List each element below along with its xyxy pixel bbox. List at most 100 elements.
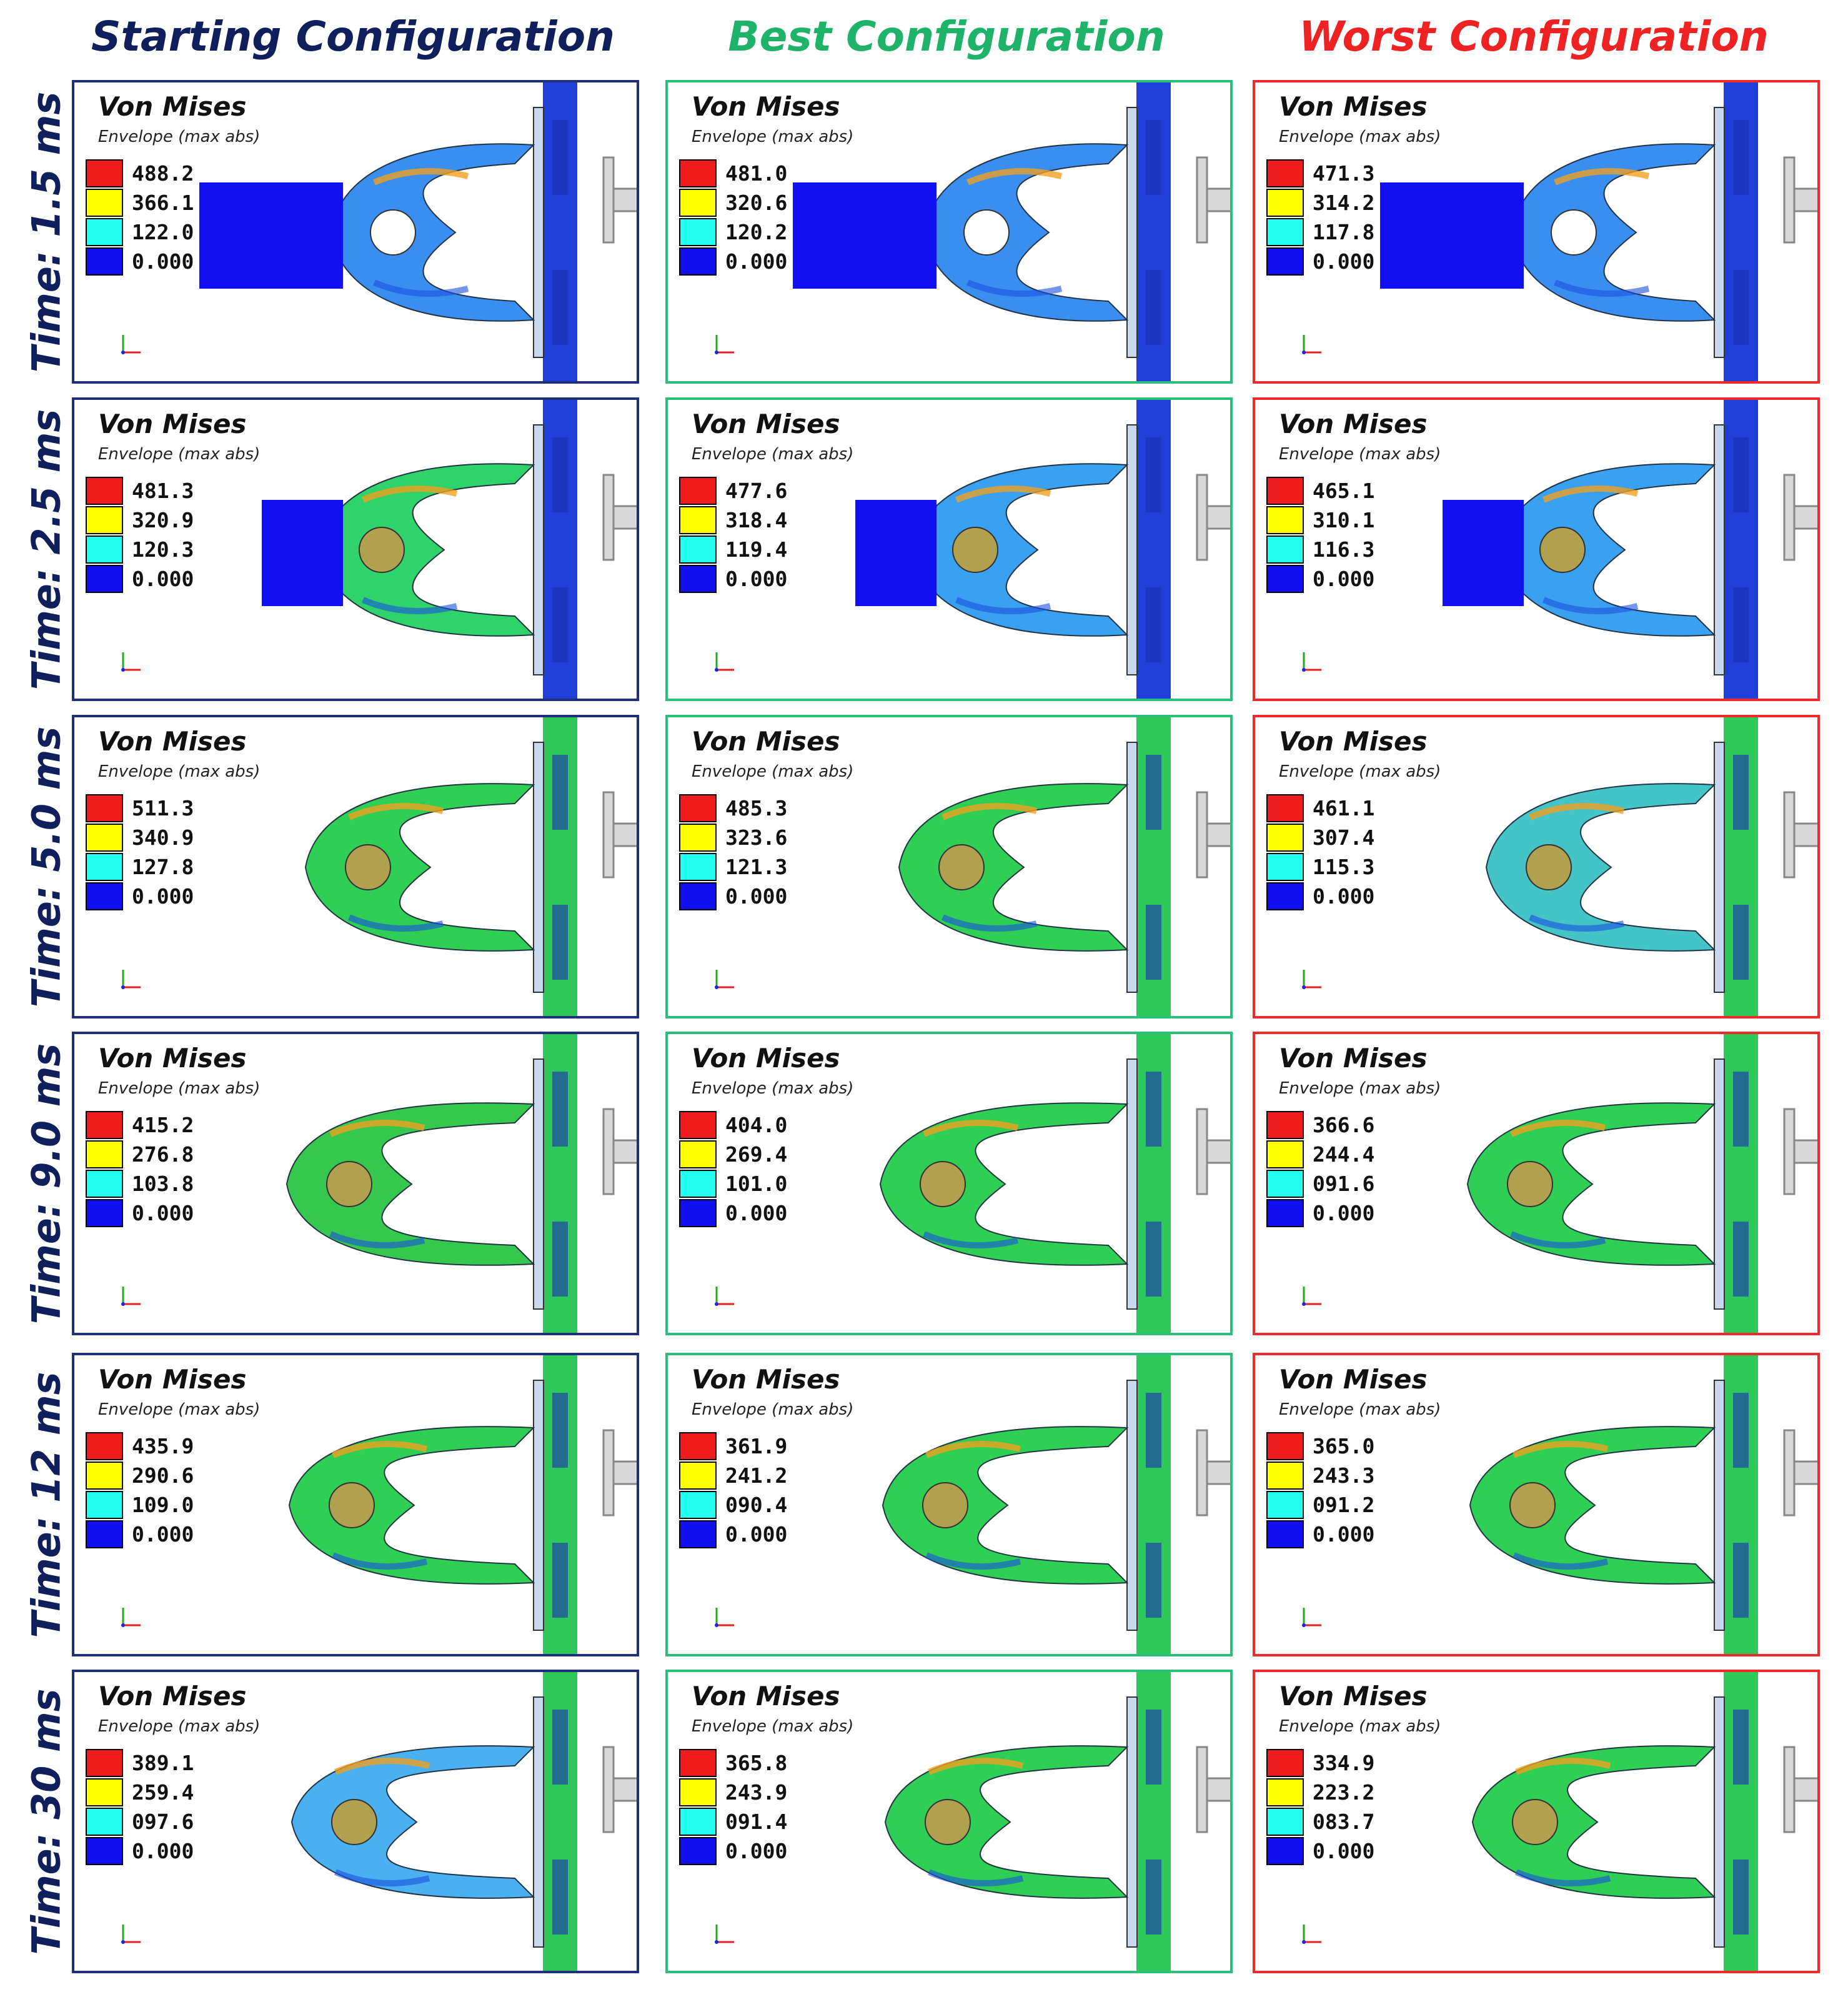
legend-value: 117.8 bbox=[1313, 220, 1375, 244]
legend-swatch bbox=[679, 535, 717, 564]
panel-subtitle: Envelope (max abs) bbox=[1279, 1400, 1441, 1419]
legend-value: 477.6 bbox=[725, 479, 788, 503]
crash-box-model bbox=[668, 1355, 1230, 1654]
legend-value: 241.2 bbox=[725, 1463, 788, 1488]
legend-value: 243.9 bbox=[725, 1780, 788, 1805]
legend-swatch bbox=[86, 1491, 123, 1519]
panel-subtitle: Envelope (max abs) bbox=[692, 1079, 854, 1098]
time-label-text: Time: 2.5 ms bbox=[23, 409, 69, 690]
legend-value: 0.000 bbox=[1313, 249, 1375, 274]
legend-entry: 0.000 bbox=[679, 882, 787, 911]
row-time-label: Time: 30 ms bbox=[14, 1670, 79, 1973]
legend-value: 365.0 bbox=[1313, 1434, 1375, 1458]
legend-swatch bbox=[679, 218, 717, 246]
panel-start: Von Mises Envelope (max abs) 435.9 290.6 109… bbox=[72, 1353, 639, 1656]
legend-entry: 511.3 bbox=[86, 794, 194, 823]
legend-swatch bbox=[86, 1111, 123, 1139]
legend-swatch bbox=[1266, 1837, 1304, 1865]
axis-triad-icon bbox=[1291, 327, 1329, 365]
legend-swatch bbox=[679, 506, 717, 534]
axis-triad-icon bbox=[111, 1600, 148, 1638]
panel-best: Von Mises Envelope (max abs) 365.8 243.9 091… bbox=[665, 1670, 1233, 1973]
legend-entry: 314.2 bbox=[1266, 188, 1374, 217]
legend-value: 0.000 bbox=[725, 884, 788, 909]
axis-triad-icon bbox=[1291, 1917, 1329, 1955]
legend-swatch bbox=[86, 1778, 123, 1806]
crash-box-model bbox=[668, 1672, 1230, 1971]
legend-value: 103.8 bbox=[132, 1172, 194, 1196]
panel-title: Von Mises bbox=[692, 1043, 840, 1073]
legend-entry: 0.000 bbox=[679, 1520, 787, 1549]
legend-entry: 0.000 bbox=[86, 247, 194, 276]
row-time-label: Time: 12 ms bbox=[14, 1353, 79, 1656]
axis-triad-icon bbox=[1291, 1279, 1329, 1317]
axis-triad-icon bbox=[111, 645, 148, 682]
legend-value: 361.9 bbox=[725, 1434, 788, 1458]
row-time-label: Time: 9.0 ms bbox=[14, 1032, 79, 1335]
legend-entry: 120.2 bbox=[679, 217, 787, 247]
legend-value: 365.8 bbox=[725, 1751, 788, 1775]
legend-entry: 307.4 bbox=[1266, 823, 1374, 852]
legend-entry: 323.6 bbox=[679, 823, 787, 852]
legend-entry: 340.9 bbox=[86, 823, 194, 852]
legend-swatch bbox=[86, 535, 123, 564]
legend-value: 091.2 bbox=[1313, 1493, 1375, 1517]
panel-title: Von Mises bbox=[1279, 726, 1428, 757]
legend-entry: 243.9 bbox=[679, 1778, 787, 1807]
legend-value: 109.0 bbox=[132, 1493, 194, 1517]
legend-swatch bbox=[679, 1432, 717, 1460]
legend-value: 120.3 bbox=[132, 537, 194, 562]
panel-title: Von Mises bbox=[98, 1043, 247, 1073]
legend-swatch bbox=[1266, 1432, 1304, 1460]
legend-entry: 122.0 bbox=[86, 217, 194, 247]
legend-swatch bbox=[86, 1140, 123, 1168]
legend-entry: 097.6 bbox=[86, 1807, 194, 1836]
legend-entry: 090.4 bbox=[679, 1490, 787, 1520]
legend-swatch bbox=[86, 506, 123, 534]
legend-entry: 0.000 bbox=[1266, 1520, 1374, 1549]
legend-swatch bbox=[679, 824, 717, 852]
crash-box-model bbox=[1255, 400, 1817, 699]
legend-value: 0.000 bbox=[1313, 1201, 1375, 1225]
panel-subtitle: Envelope (max abs) bbox=[98, 1079, 261, 1098]
legend-value: 120.2 bbox=[725, 220, 788, 244]
axis-triad-icon bbox=[704, 1600, 742, 1638]
panel-title: Von Mises bbox=[98, 726, 247, 757]
panel-start: Von Mises Envelope (max abs) 389.1 259.4 097… bbox=[72, 1670, 639, 1973]
crash-box-model bbox=[1255, 717, 1817, 1016]
legend-value: 481.0 bbox=[725, 161, 788, 186]
column-header-worst: Worst Configuration bbox=[1299, 12, 1769, 61]
panel-subtitle: Envelope (max abs) bbox=[98, 1717, 261, 1736]
axis-triad-icon bbox=[704, 1279, 742, 1317]
legend-value: 290.6 bbox=[132, 1463, 194, 1488]
legend-swatch bbox=[86, 1432, 123, 1460]
legend-entry: 241.2 bbox=[679, 1461, 787, 1490]
axis-triad-icon bbox=[111, 1917, 148, 1955]
legend-swatch bbox=[86, 1520, 123, 1548]
legend-entry: 310.1 bbox=[1266, 505, 1374, 535]
legend-value: 119.4 bbox=[725, 537, 788, 562]
panel-subtitle: Envelope (max abs) bbox=[1279, 762, 1441, 781]
legend-entry: 404.0 bbox=[679, 1110, 787, 1140]
legend-entry: 127.8 bbox=[86, 852, 194, 882]
legend-entry: 361.9 bbox=[679, 1432, 787, 1461]
legend-value: 223.2 bbox=[1313, 1780, 1375, 1805]
legend-value: 415.2 bbox=[132, 1113, 194, 1137]
panel-worst: Von Mises Envelope (max abs) 461.1 307.4 115… bbox=[1253, 715, 1820, 1018]
crash-box-model bbox=[74, 82, 637, 381]
crash-box-model bbox=[74, 717, 637, 1016]
legend-value: 116.3 bbox=[1313, 537, 1375, 562]
panel-title: Von Mises bbox=[1279, 1681, 1428, 1711]
axis-triad-icon bbox=[704, 962, 742, 1000]
crash-box-model bbox=[74, 1672, 637, 1971]
axis-triad-icon bbox=[704, 1917, 742, 1955]
panel-title: Von Mises bbox=[692, 409, 840, 439]
legend-entry: 115.3 bbox=[1266, 852, 1374, 882]
legend-entry: 365.8 bbox=[679, 1748, 787, 1778]
legend-swatch bbox=[1266, 535, 1304, 564]
legend-entry: 318.4 bbox=[679, 505, 787, 535]
crash-box-model bbox=[668, 82, 1230, 381]
stress-legend: 465.1 310.1 116.3 0.000 bbox=[1266, 476, 1374, 594]
legend-swatch bbox=[679, 1491, 717, 1519]
legend-value: 0.000 bbox=[1313, 884, 1375, 909]
